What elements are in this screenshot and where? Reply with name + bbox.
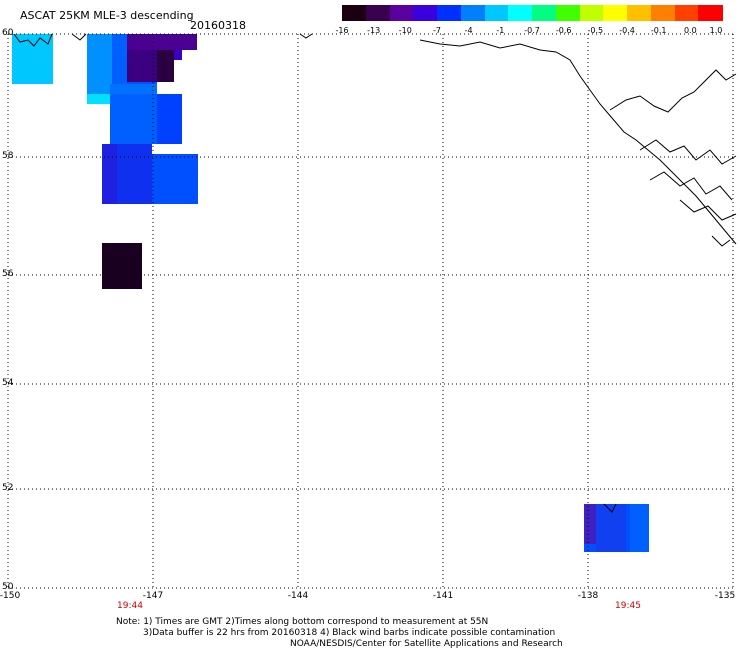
time-label-1: 19:44: [117, 601, 143, 611]
colorbar-swatch: [627, 5, 652, 21]
lon-label-144: -144: [287, 591, 309, 601]
colorbar-tick-label: 0.0: [683, 26, 697, 35]
colorbar-swatch: [532, 5, 557, 21]
colorbar-swatch: [650, 5, 676, 21]
map-title: ASCAT 25KM MLE-3 descending: [20, 9, 194, 22]
lat-label-52: 52: [2, 483, 14, 493]
colorbar-swatch: [389, 5, 414, 21]
colorbar-tick-label: -0.6: [555, 26, 572, 35]
colorbar-swatch: [674, 5, 699, 21]
swath-cells: [12, 34, 649, 552]
colorbar-tick-label: -1: [496, 26, 505, 35]
colorbar-swatch: [437, 5, 462, 21]
colorbar-swatch: [413, 5, 438, 21]
colorbar-swatch: [579, 5, 604, 21]
colorbar-tick-label: -0.1: [650, 26, 667, 35]
note-line-3: NOAA/NESDIS/Center for Satellite Applica…: [290, 639, 563, 649]
colorbar-swatch: [698, 5, 723, 21]
lon-label-141: -141: [432, 591, 454, 601]
lon-label-150: -150: [0, 591, 21, 601]
lon-label-135: -135: [714, 591, 736, 601]
colorbar-tick-label: -7: [433, 26, 441, 35]
colorbar-swatch: [460, 5, 486, 21]
graticule: [7, 33, 736, 589]
colorbar-swatch: [508, 5, 533, 21]
colorbar-swatch: [484, 5, 509, 21]
lon-label-147: -147: [142, 591, 164, 601]
colorbar-swatch: [603, 5, 628, 21]
lat-label-58: 58: [2, 151, 14, 161]
colorbar-tick-label: -0.5: [587, 26, 604, 35]
colorbar-swatch: [555, 5, 581, 21]
lat-label-60: 60: [2, 28, 14, 38]
colorbar: [342, 5, 723, 21]
colorbar-tick-label: -16: [335, 26, 349, 35]
lat-label-56: 56: [2, 269, 14, 279]
colorbar-swatch: [365, 5, 391, 21]
note-line-1: Note: 1) Times are GMT 2)Times along bot…: [116, 617, 489, 627]
colorbar-tick-label: -0.4: [619, 26, 635, 35]
lat-label-54: 54: [2, 378, 14, 388]
note-line-2: 3)Data buffer is 22 hrs from 20160318 4)…: [143, 628, 556, 638]
colorbar-tick-label: -13: [367, 26, 381, 35]
colorbar-swatch: [342, 5, 367, 21]
colorbar-tick-label: 1.0: [709, 26, 723, 35]
time-label-2: 19:45: [615, 601, 641, 611]
lat-label-50: 50: [2, 582, 14, 592]
colorbar-tick-label: -0.7: [524, 26, 540, 35]
colorbar-tick-label: -4: [464, 26, 473, 35]
map-date: 20160318: [190, 19, 246, 32]
lon-label-138: -138: [577, 591, 599, 601]
colorbar-tick-label: -10: [398, 26, 412, 35]
coastline: [13, 33, 737, 513]
